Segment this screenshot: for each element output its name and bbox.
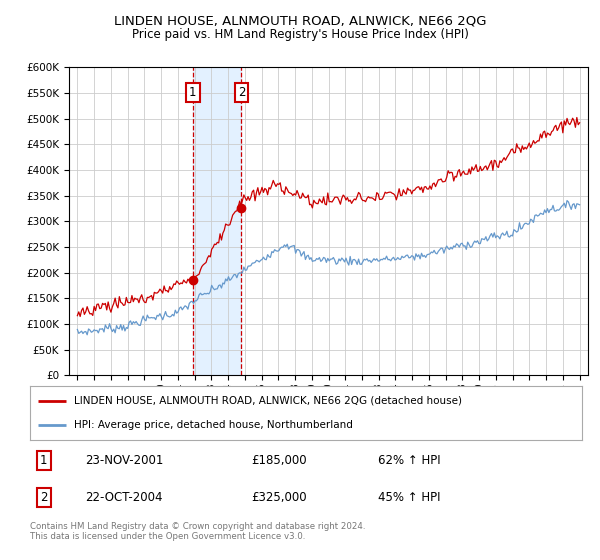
Text: 2: 2 bbox=[40, 491, 47, 504]
Text: Price paid vs. HM Land Registry's House Price Index (HPI): Price paid vs. HM Land Registry's House … bbox=[131, 28, 469, 41]
Bar bbox=[193, 67, 241, 375]
Text: £325,000: £325,000 bbox=[251, 491, 307, 504]
Text: 45% ↑ HPI: 45% ↑ HPI bbox=[378, 491, 440, 504]
Text: £185,000: £185,000 bbox=[251, 454, 307, 467]
Text: 62% ↑ HPI: 62% ↑ HPI bbox=[378, 454, 440, 467]
Text: 1: 1 bbox=[40, 454, 47, 467]
Text: HPI: Average price, detached house, Northumberland: HPI: Average price, detached house, Nort… bbox=[74, 419, 353, 430]
Text: Contains HM Land Registry data © Crown copyright and database right 2024.
This d: Contains HM Land Registry data © Crown c… bbox=[30, 522, 365, 542]
Text: 23-NOV-2001: 23-NOV-2001 bbox=[85, 454, 164, 467]
Text: LINDEN HOUSE, ALNMOUTH ROAD, ALNWICK, NE66 2QG: LINDEN HOUSE, ALNMOUTH ROAD, ALNWICK, NE… bbox=[114, 14, 486, 27]
Text: 1: 1 bbox=[189, 86, 197, 99]
Text: 22-OCT-2004: 22-OCT-2004 bbox=[85, 491, 163, 504]
Text: 2: 2 bbox=[238, 86, 245, 99]
Text: LINDEN HOUSE, ALNMOUTH ROAD, ALNWICK, NE66 2QG (detached house): LINDEN HOUSE, ALNMOUTH ROAD, ALNWICK, NE… bbox=[74, 396, 462, 406]
